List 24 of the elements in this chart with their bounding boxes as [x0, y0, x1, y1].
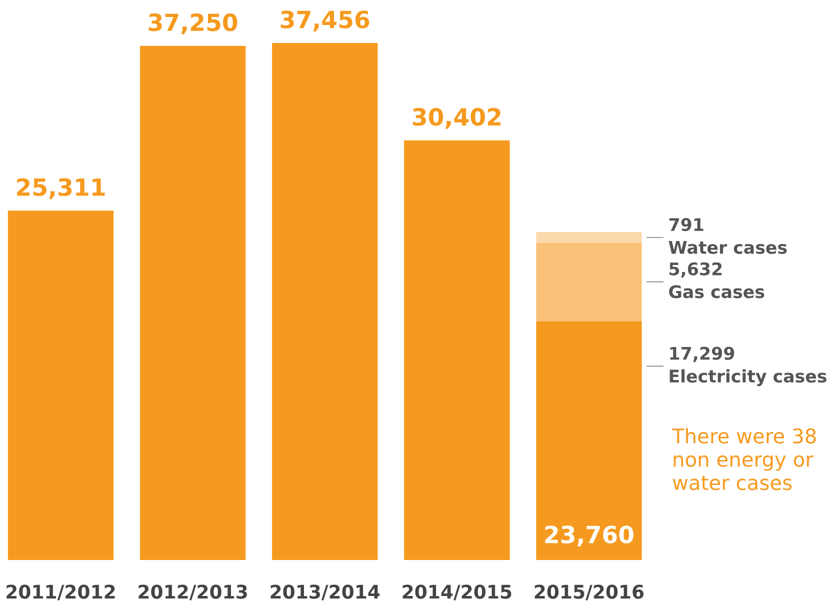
bar	[536, 232, 642, 243]
data-label: 17,299	[670, 346, 734, 362]
x-tick-label: 2012/2013	[138, 584, 247, 600]
x-tick-label: 2015/2016	[534, 584, 644, 600]
bar	[8, 210, 114, 560]
x-tick-label: 2011/2012	[6, 584, 115, 600]
x-tick-label: 2013/2014	[270, 584, 380, 600]
total-label: 37,250	[148, 13, 238, 34]
data-label: 5,632	[670, 262, 722, 278]
total-label: 25,311	[17, 178, 105, 200]
series-label: Electricity cases	[670, 369, 826, 386]
text: There were 38 non energy or water cases	[672, 428, 816, 490]
bar	[536, 321, 642, 560]
bar	[404, 140, 510, 560]
total-label: 30,402	[412, 108, 500, 129]
total-label: 23,760	[545, 526, 634, 546]
bar	[140, 46, 246, 560]
series-label: Gas cases	[669, 285, 764, 298]
series-label: Water cases	[668, 241, 787, 254]
total-label: 37,456	[280, 10, 370, 32]
x-tick-label: 2014/2015	[402, 584, 512, 600]
bar	[272, 43, 378, 560]
bar	[536, 242, 642, 321]
data-label: 791	[669, 218, 704, 232]
